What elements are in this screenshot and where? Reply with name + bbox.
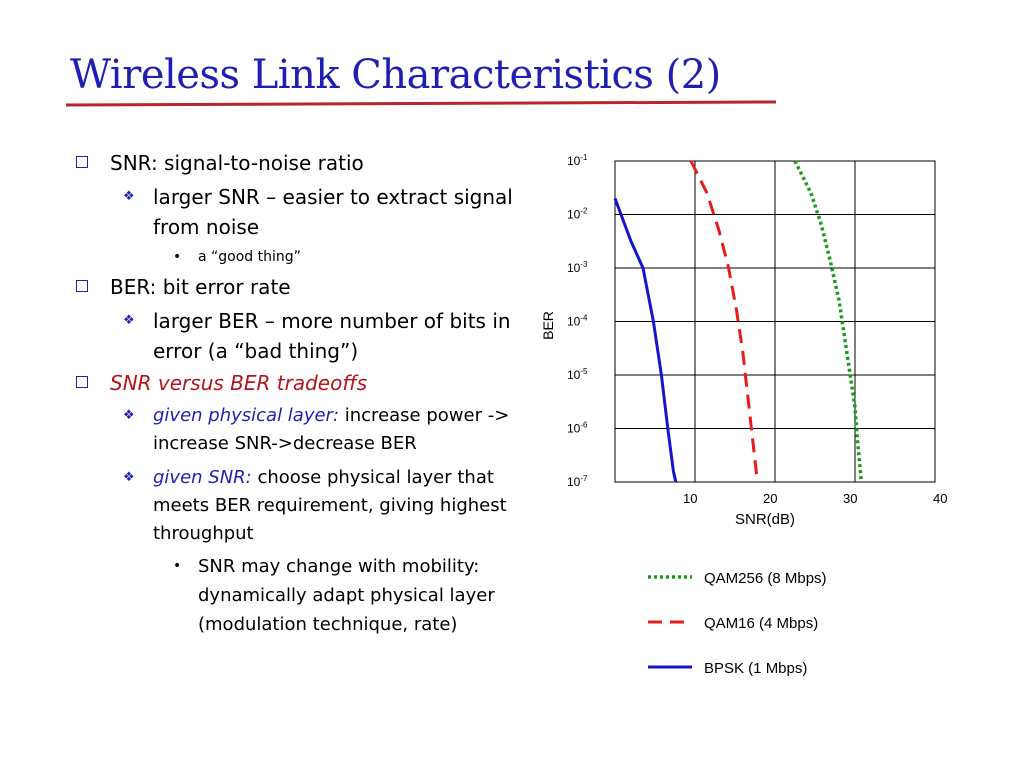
diamond-bullet-icon: ❖ — [123, 470, 135, 485]
square-bullet-icon — [76, 376, 88, 388]
square-bullet-icon — [76, 156, 88, 168]
bullet-tradeoff-sub2-em: given SNR: — [153, 467, 252, 488]
y-tick-base: 10 — [567, 208, 581, 222]
bullet-snr-text: SNR: signal-to-noise ratio — [110, 151, 364, 175]
y-tick-label: 10-7 — [567, 474, 588, 489]
x-tick-label: 30 — [843, 491, 857, 506]
y-tick-label: 10-2 — [567, 207, 588, 222]
y-tick-label: 10-3 — [567, 260, 588, 275]
bullet-ber-sub-text: larger BER – more number of bits in erro… — [153, 309, 511, 363]
y-tick-base: 10 — [567, 368, 581, 382]
y-tick-label: 10-6 — [567, 421, 588, 436]
bullet-list: SNR: signal-to-noise ratio ❖ larger SNR … — [76, 150, 536, 645]
title-underline — [65, 100, 777, 107]
y-tick-exponent: -3 — [580, 260, 588, 269]
diamond-bullet-icon: ❖ — [123, 189, 135, 204]
y-tick-base: 10 — [567, 422, 581, 436]
y-tick-base: 10 — [567, 475, 581, 489]
y-tick-exponent: -5 — [580, 367, 588, 376]
bullet-tradeoff-sub2: ❖ given SNR: choose physical layer that … — [76, 464, 536, 548]
bullet-ber: BER: bit error rate — [76, 274, 536, 300]
bullet-tradeoff-sub1-em: given physical layer: — [153, 405, 340, 426]
diamond-bullet-icon: ❖ — [123, 313, 135, 328]
series-line — [793, 160, 864, 483]
bullet-tradeoff-sub2-text: choose physical layer that meets BER req… — [153, 467, 507, 544]
x-tick-label: 40 — [933, 491, 947, 506]
y-tick-exponent: -7 — [580, 474, 588, 483]
bullet-ber-sub: ❖ larger BER – more number of bits in er… — [76, 306, 536, 366]
dot-bullet-icon: • — [173, 558, 182, 574]
slide-title: Wireless Link Characteristics (2) — [70, 52, 721, 98]
legend-label: BPSK (1 Mbps) — [704, 660, 807, 677]
y-tick-base: 10 — [567, 315, 581, 329]
series-line — [613, 197, 678, 483]
diamond-bullet-icon: ❖ — [123, 408, 135, 423]
legend-label: QAM16 (4 Mbps) — [704, 615, 818, 632]
x-tick-label: 10 — [683, 491, 697, 506]
bullet-snr-sub-text: larger SNR – easier to extract signal fr… — [153, 185, 513, 239]
y-tick-label: 10-5 — [567, 367, 588, 382]
bullet-snr: SNR: signal-to-noise ratio — [76, 150, 536, 176]
y-tick-base: 10 — [567, 261, 581, 275]
y-tick-exponent: -1 — [580, 153, 588, 162]
y-tick-label: 10-4 — [567, 314, 588, 329]
bullet-tradeoff-sub1-text: increase power -> increase SNR->decrease… — [153, 405, 510, 454]
bullet-tradeoff: SNR versus BER tradeoffs — [76, 370, 536, 396]
x-tick-label: 20 — [763, 491, 777, 506]
dot-bullet-icon: • — [173, 249, 182, 265]
square-bullet-icon — [76, 280, 88, 292]
bullet-tradeoff-text: SNR versus BER tradeoffs — [110, 371, 368, 395]
y-tick-label: 10-1 — [567, 153, 588, 168]
bullet-tradeoff-sub1: ❖ given physical layer: increase power -… — [76, 402, 536, 458]
y-tick-base: 10 — [567, 154, 581, 168]
y-tick-exponent: -4 — [580, 314, 588, 323]
bullet-snr-subsub-text: a “good thing” — [198, 249, 301, 265]
y-tick-exponent: -2 — [580, 207, 588, 216]
y-axis-label: BER — [540, 311, 556, 340]
bullet-tradeoff-subsub-text: SNR may change with mobility: dynamicall… — [198, 556, 495, 635]
y-tick-exponent: -6 — [580, 421, 588, 430]
ber-snr-chart: 10 20 30 4010-110-210-310-410-510-610-7SNR(… — [540, 153, 947, 677]
series-line — [689, 160, 759, 483]
legend-label: QAM256 (8 Mbps) — [704, 570, 827, 587]
bullet-tradeoff-subsub: • SNR may change with mobility: dynamica… — [76, 552, 536, 639]
bullet-ber-text: BER: bit error rate — [110, 275, 291, 299]
bullet-snr-sub: ❖ larger SNR – easier to extract signal … — [76, 182, 536, 242]
x-axis-label: SNR(dB) — [735, 511, 795, 528]
bullet-snr-subsub: • a “good thing” — [76, 246, 536, 268]
